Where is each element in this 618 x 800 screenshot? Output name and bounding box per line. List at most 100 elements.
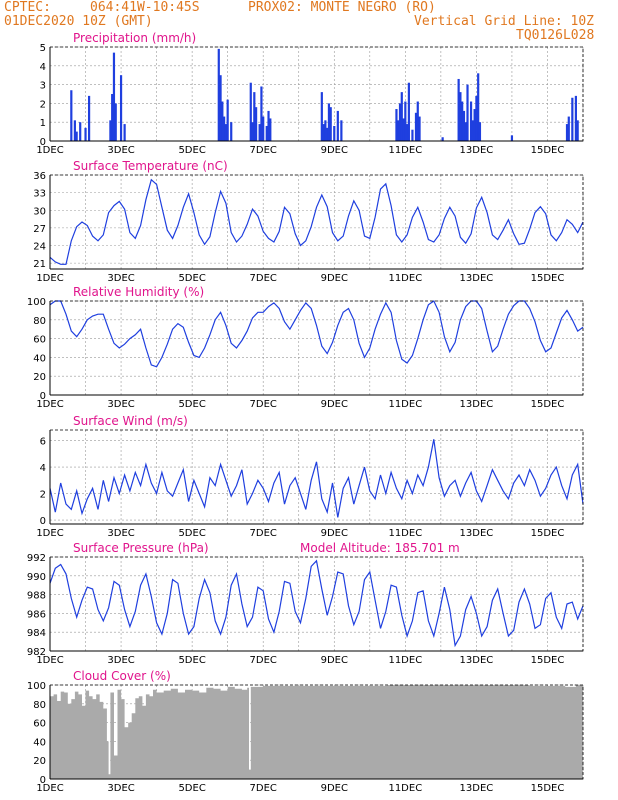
cloud-cover-ytick-label: 20 [33,756,46,767]
precipitation-bar [253,92,256,141]
cloud-cover-panel: Cloud Cover (%) 0 20 40 60 80 100 1DEC 3DEC 5DEC 7… [27,669,584,794]
humidity-ytick-label: 80 [33,316,46,327]
precipitation-title: Precipitation (mm/h) [73,31,196,45]
humidity-xtick-label: 1DEC [36,399,63,410]
precipitation-ytick-label: 2 [40,99,46,110]
precipitation-bar [226,99,229,141]
wind-ytick-label: 0 [40,516,46,527]
humidity-ytick-label: 60 [33,335,46,346]
humidity-xtick-label: 3DEC [107,399,134,410]
precipitation-bar [464,122,467,141]
humidity-ytick-label: 20 [33,372,46,383]
precipitation-bar [336,110,339,141]
precipitation-bar [75,131,78,141]
pressure-xtick-label: 7DEC [250,655,277,666]
temperature-xtick-label: 15DEC [531,273,565,284]
temperature-ytick-label: 36 [33,171,46,182]
wind-xtick-label: 15DEC [531,528,565,539]
precipitation-frame [49,46,584,142]
cloud-cover-xtick-label: 5DEC [178,783,205,794]
precipitation-bar [418,116,421,141]
precipitation-bar [119,75,123,141]
precipitation-bar [571,97,574,141]
pressure-ytick-label: 986 [27,609,46,620]
cloud-cover-area [50,685,583,779]
precipitation-bar [471,120,474,141]
precipitation-bar [441,137,444,141]
pressure-annotation: Model Altitude: 185.701 m [300,541,460,555]
precipitation-bar [398,103,402,141]
precipitation-bar [574,95,577,141]
precipitation-bar [406,124,409,141]
precipitation-bar [478,122,482,141]
wind-xtick-label: 11DEC [388,528,422,539]
precipitation-bar [70,90,73,141]
precipitation-bar [79,122,82,141]
precipitation-bar [251,122,254,141]
wind-ytick-label: 2 [40,490,46,501]
precipitation-xtick-label: 9DEC [321,145,348,156]
precipitation-ytick-label: 0 [40,137,46,148]
pressure-ytick-label: 992 [27,553,46,564]
humidity-xtick-label: 13DEC [460,399,494,410]
precipitation-bar [327,103,331,141]
cloud-cover-xtick-label: 9DEC [321,783,348,794]
cloud-cover-xtick-label: 7DEC [250,783,277,794]
precipitation-bar [457,78,460,141]
cloud-cover-ytick-label: 80 [33,700,46,711]
wind-xtick-label: 1DEC [36,528,63,539]
temperature-xtick-label: 11DEC [388,273,422,284]
wind-xtick-label: 9DEC [321,528,348,539]
humidity-xtick-label: 7DEC [250,399,277,410]
precipitation-bar [407,82,410,141]
temperature-xtick-label: 5DEC [178,273,205,284]
cloud-cover-ytick-label: 0 [40,775,46,786]
header-code: TQ0126L028 [516,28,595,43]
temperature-panel: Surface Temperature (nC) 21 24 27 30 33 36 1DEC… [33,159,584,284]
precipitation-bar [258,124,261,141]
precipitation-bar [461,101,464,141]
header-grid-note: Vertical Grid Line: 10Z [414,14,595,29]
precipitation-bar [469,101,473,141]
humidity-xtick-label: 5DEC [178,399,205,410]
wind-ytick-label: 4 [40,463,46,474]
precipitation-bar [473,109,476,141]
cloud-cover-xtick-label: 1DEC [36,783,63,794]
precipitation-bar [567,116,570,141]
humidity-xtick-label: 15DEC [531,399,565,410]
precipitation-bar [254,107,258,141]
humidity-ytick-label: 100 [27,297,46,308]
precipitation-panel: Precipitation (mm/h) 0 1 2 3 4 5 1DEC 3DEC 5DEC 7D… [36,31,584,156]
precipitation-xtick-label: 5DEC [178,145,205,156]
temperature-title: Surface Temperature (nC) [73,159,228,173]
header-run: 01DEC2020 10Z (GMT) [4,14,153,29]
precipitation-bar [320,92,323,141]
temperature-xtick-label: 9DEC [321,273,348,284]
precipitation-bar [326,127,329,141]
precipitation-bar [112,52,116,141]
precipitation-bar [340,120,343,141]
pressure-xtick-label: 15DEC [531,655,565,666]
precipitation-bar [73,120,76,141]
header-source: CPTEC: [4,0,51,15]
temperature-xtick-label: 13DEC [460,273,494,284]
precipitation-bar [402,118,405,141]
precipitation-bar [111,94,114,141]
temperature-ytick-label: 33 [33,189,46,200]
humidity-frame [49,300,584,396]
precipitation-bar [324,120,327,141]
cloud-cover-ytick-label: 40 [33,737,46,748]
precipitation-bar [223,116,226,141]
pressure-xtick-label: 13DEC [460,655,494,666]
precipitation-bar [459,92,462,141]
humidity-series-line [49,300,584,368]
precipitation-ytick-label: 1 [40,118,46,129]
temperature-ytick-label: 27 [33,224,46,235]
cloud-cover-xtick-label: 3DEC [107,783,134,794]
precipitation-bar [262,116,265,141]
precipitation-bar [123,124,126,141]
temperature-ytick-label: 21 [33,259,46,270]
precipitation-bar [395,109,398,141]
precipitation-xtick-label: 7DEC [250,145,277,156]
cloud-cover-title: Cloud Cover (%) [73,669,171,683]
